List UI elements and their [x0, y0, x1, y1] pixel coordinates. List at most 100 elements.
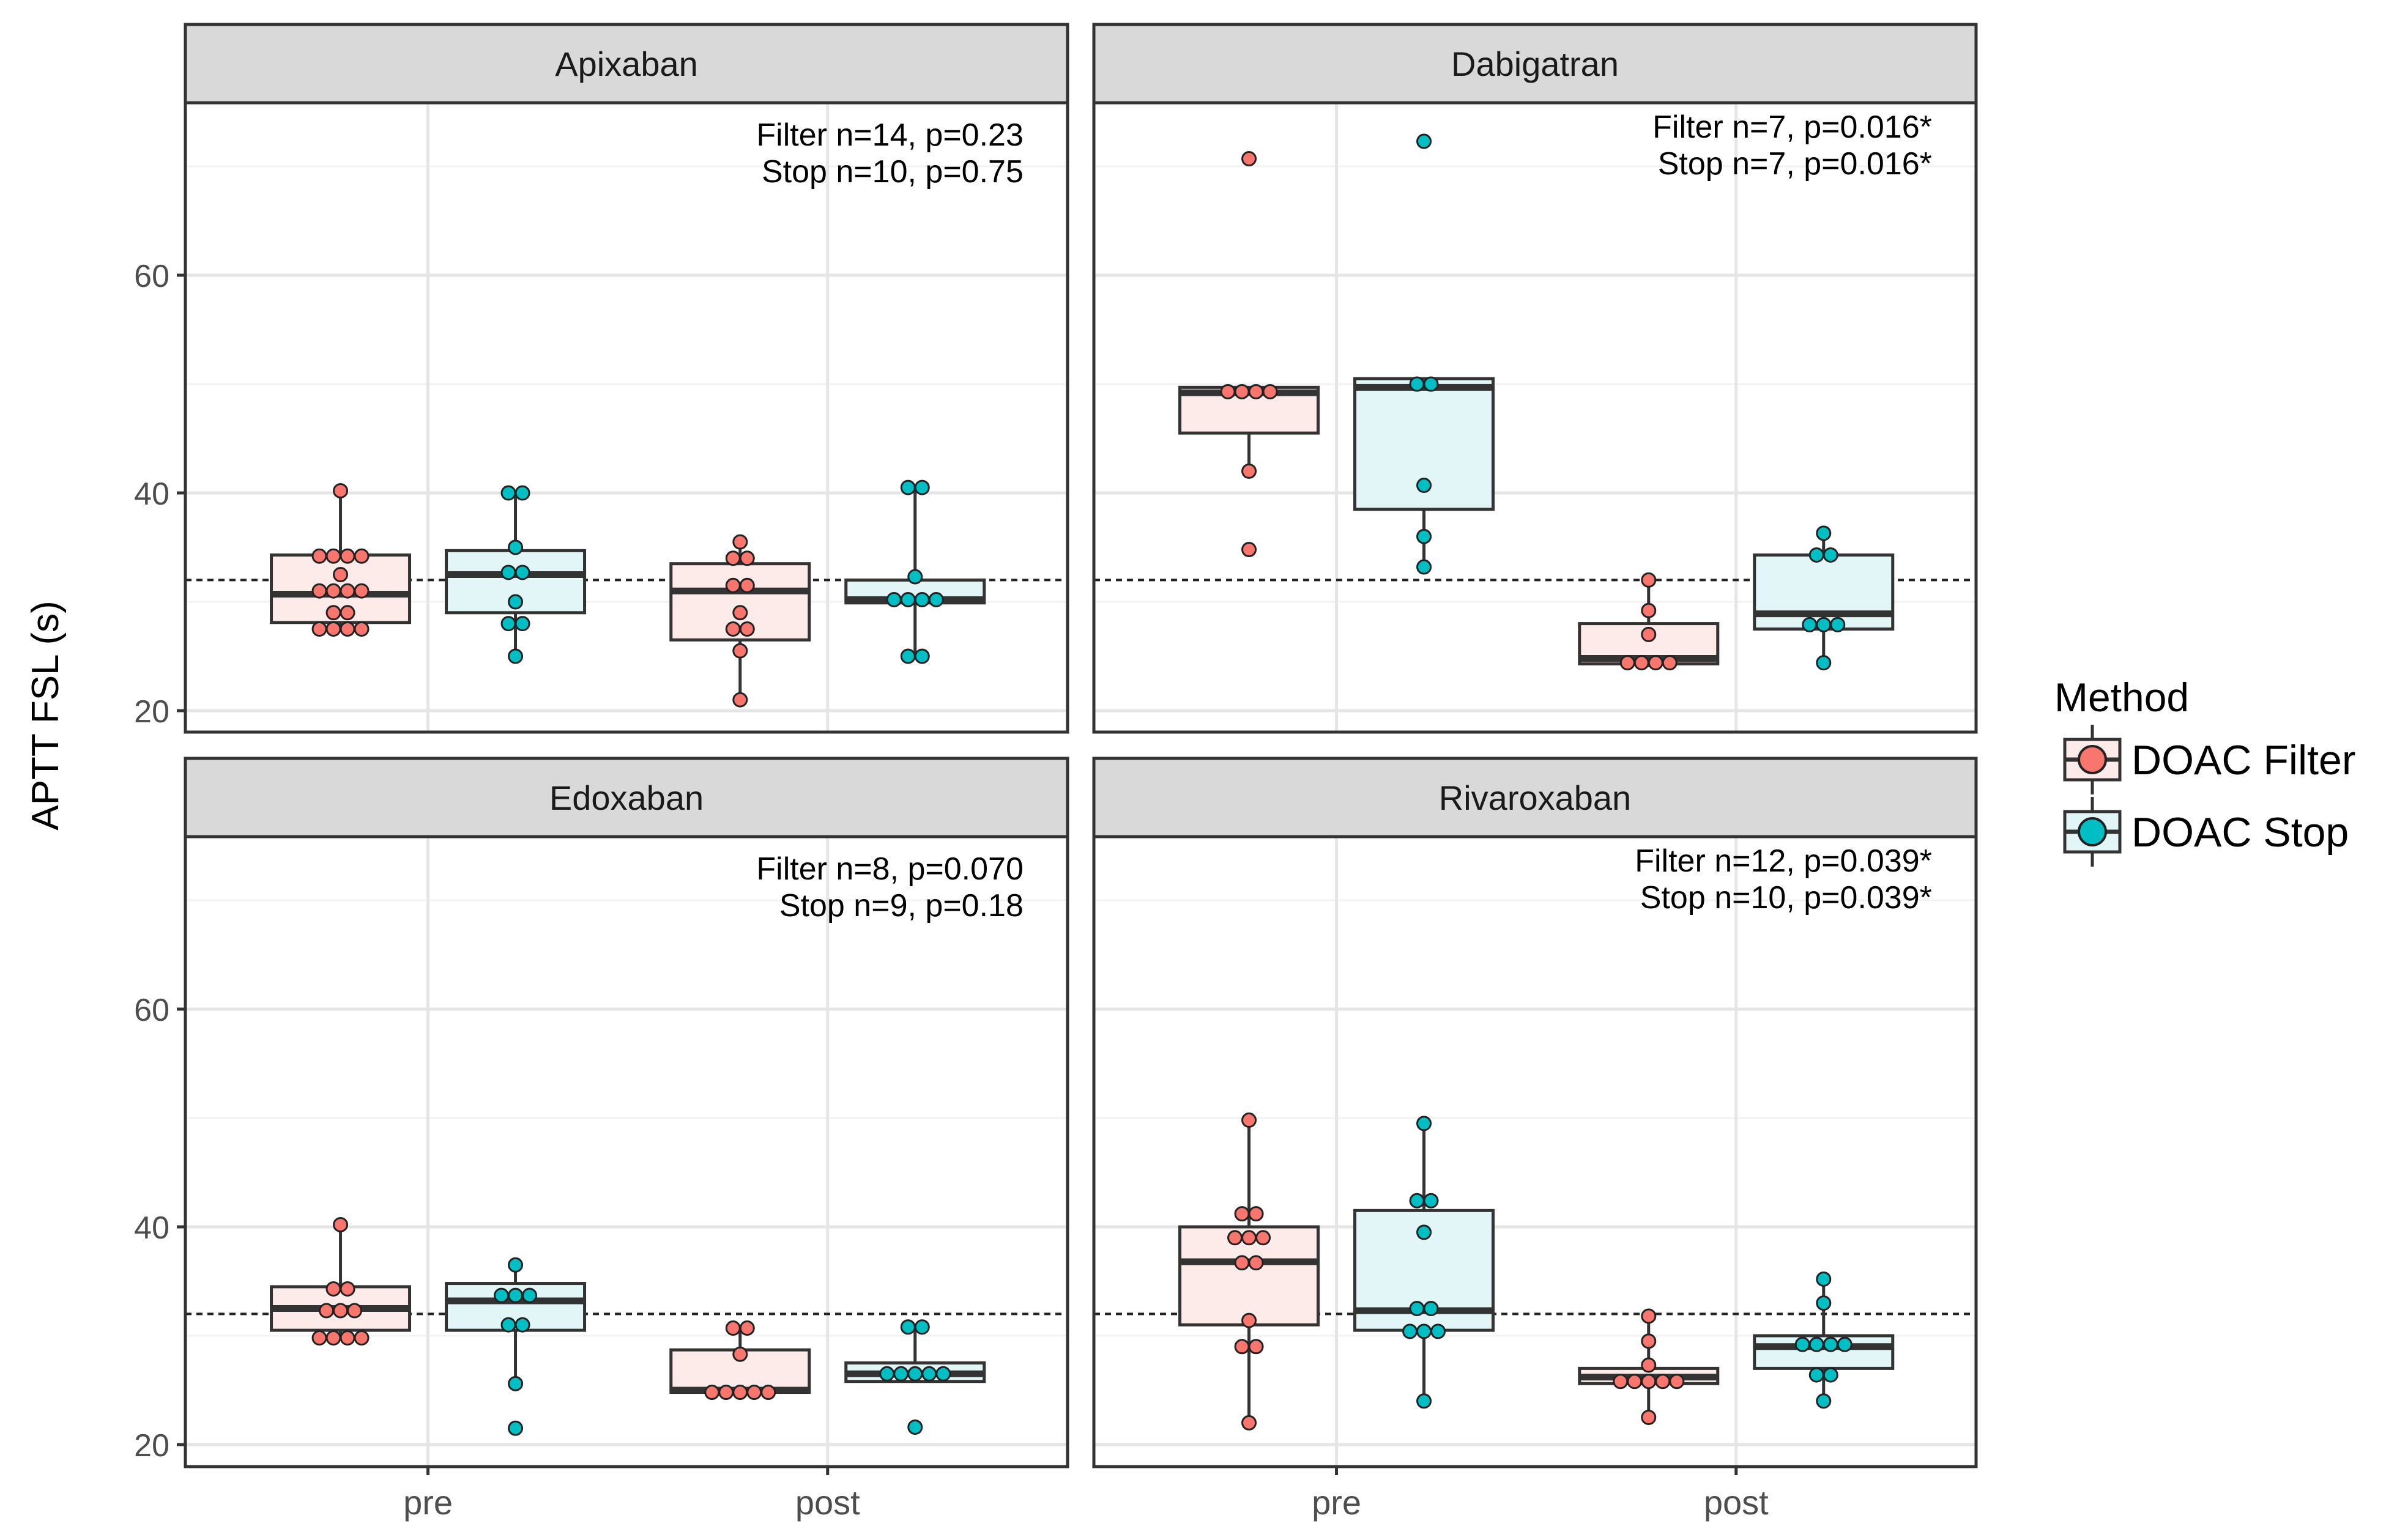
data-point [921, 1366, 937, 1382]
panel-title: Rivaroxaban [1439, 779, 1631, 817]
data-point [354, 583, 370, 599]
data-point [340, 548, 355, 564]
annotation-line: Stop n=7, p=0.016* [1658, 146, 1932, 182]
panel-annotation: Filter n=12, p=0.039* Stop n=10, p=0.039* [1635, 843, 1932, 916]
legend-key-point [2078, 817, 2107, 846]
data-point [508, 1420, 524, 1436]
data-point [1409, 376, 1425, 392]
panel-title: Apixaban [555, 45, 698, 83]
annotation-line: Filter n=12, p=0.039* [1635, 843, 1932, 879]
data-point [1641, 572, 1657, 588]
data-point [311, 621, 327, 637]
data-point [739, 621, 755, 637]
data-point [1641, 626, 1657, 642]
data-point [900, 591, 916, 607]
data-point [500, 1317, 516, 1333]
data-point [354, 1330, 370, 1346]
data-point [893, 1366, 909, 1382]
data-point [508, 1375, 524, 1391]
data-point [914, 1319, 930, 1335]
data-point [1823, 1367, 1838, 1383]
y-tick-label: 40 [134, 476, 169, 512]
data-point [1241, 1312, 1257, 1328]
box [1353, 377, 1495, 511]
data-point [1794, 1336, 1810, 1352]
data-point [1248, 383, 1264, 399]
data-point [325, 1330, 341, 1346]
data-point [515, 565, 530, 580]
legend-title: Method [2054, 675, 2189, 720]
x-tick-label: pre [1312, 1483, 1361, 1522]
data-point [725, 550, 741, 566]
data-point [515, 485, 530, 501]
data-point [333, 1303, 349, 1319]
data-point [340, 621, 355, 637]
data-point [500, 565, 516, 580]
data-point [1416, 1323, 1432, 1339]
data-point [1255, 1230, 1271, 1246]
data-point [311, 583, 327, 599]
data-point [333, 1216, 349, 1232]
data-point [311, 1330, 327, 1346]
data-point [1423, 376, 1439, 392]
annotation-line: Filter n=8, p=0.070 [756, 851, 1024, 887]
data-point [739, 1320, 755, 1336]
data-point [1416, 1116, 1432, 1131]
box-group-pre-doac-stop [1353, 133, 1495, 575]
data-point [1234, 1339, 1250, 1355]
data-point [1816, 616, 1832, 632]
data-point [725, 577, 741, 593]
x-tick-label: post [1704, 1483, 1769, 1522]
y-axis-label: APTT FSL (s) [24, 601, 67, 830]
data-point [508, 648, 524, 664]
data-point [1816, 655, 1832, 671]
data-point [325, 621, 341, 637]
annotation-line: Stop n=10, p=0.75 [762, 154, 1024, 190]
data-point [1234, 1206, 1250, 1222]
data-point [1641, 1374, 1657, 1390]
legend: Method DOAC Filter DOAC Stop [2054, 675, 2355, 867]
data-point [739, 577, 755, 593]
panel-border [1092, 101, 1978, 734]
data-point [1416, 478, 1432, 494]
data-point [508, 594, 524, 610]
data-point [494, 1287, 510, 1303]
x-axis: pre post pre post [403, 1467, 1769, 1522]
panel-title: Edoxaban [549, 779, 704, 817]
data-point [928, 591, 944, 607]
data-point [1662, 655, 1678, 671]
data-point [1241, 463, 1257, 479]
panel-edoxaban: Edoxaban Filter n=8, p=0.070 Stop n=9, p=0… [134, 757, 1069, 1468]
data-point [340, 605, 355, 621]
data-point [500, 485, 516, 501]
data-point [1633, 655, 1649, 671]
data-point [1234, 383, 1250, 399]
data-point [1669, 1374, 1685, 1390]
box-group-pre-doac-filter [270, 483, 412, 637]
data-point [1816, 525, 1832, 541]
data-point [1248, 1206, 1264, 1222]
box-group-post-doac-stop [1753, 1271, 1895, 1409]
gridlines [1094, 103, 1976, 732]
data-point [1416, 528, 1432, 544]
panel-strip [184, 23, 1069, 105]
data-point [340, 1281, 355, 1297]
data-point [508, 539, 524, 555]
panel-annotation: Filter n=8, p=0.070 Stop n=9, p=0.18 [756, 851, 1024, 924]
data-point [354, 621, 370, 637]
data-point [1823, 1336, 1838, 1352]
data-point [1655, 1374, 1671, 1390]
data-point [704, 1385, 720, 1401]
data-point [1802, 616, 1818, 632]
panel-dabigatran: Dabigatran Filter n=7, p=0.016* Stop n=7, … [1092, 23, 1978, 734]
data-point [522, 1287, 538, 1303]
x-tick-label: post [795, 1483, 860, 1522]
panel-border [184, 835, 1069, 1468]
data-point [1227, 1230, 1243, 1246]
box-group-pre-doac-filter [1178, 1112, 1320, 1431]
data-point [746, 1385, 762, 1401]
data-point [1409, 1193, 1425, 1209]
data-point [732, 1346, 748, 1362]
data-point [1816, 1271, 1832, 1287]
data-point [914, 479, 930, 495]
